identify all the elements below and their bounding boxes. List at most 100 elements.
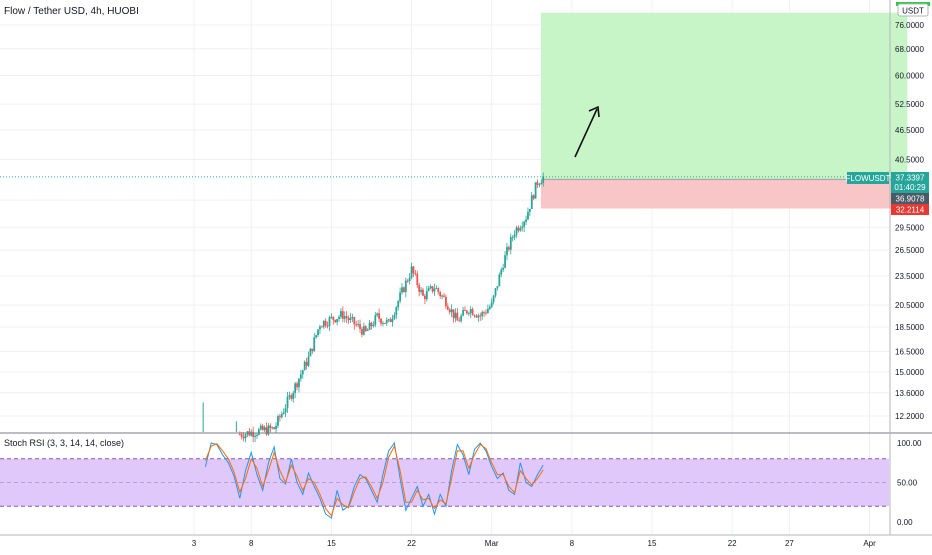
- candle-body: [351, 317, 354, 319]
- candle-body: [362, 326, 365, 335]
- candle-body: [322, 320, 325, 327]
- time-tick-label: 22: [728, 539, 737, 548]
- candle-body: [303, 361, 306, 371]
- candle-body: [364, 326, 367, 331]
- candle-body: [488, 306, 491, 310]
- profit-target-zone[interactable]: [540, 12, 908, 180]
- price-tick-label: 68.0000: [895, 45, 924, 54]
- candle-body: [284, 408, 287, 413]
- candle-body: [319, 326, 321, 330]
- trend-arrow-annotation[interactable]: [574, 105, 600, 158]
- candle-body: [481, 312, 484, 317]
- price-tick-label: 12.2000: [895, 412, 924, 421]
- candle-body: [454, 312, 457, 319]
- candle-body: [446, 306, 449, 310]
- stoch-tick-label: 100.00: [897, 439, 922, 448]
- candle-body: [250, 431, 253, 436]
- candle-body: [509, 237, 512, 250]
- stoch-axis[interactable]: 100.00 50.00 0.00: [897, 439, 922, 527]
- candle-body: [309, 348, 312, 357]
- candle-body: [370, 322, 373, 327]
- candle-body: [464, 310, 466, 312]
- candle-body: [340, 311, 342, 317]
- candle-body: [538, 184, 541, 186]
- stoch-tick-label: 0.00: [897, 518, 913, 527]
- stoch-rsi-lines: [204, 441, 544, 519]
- candle-body: [380, 318, 382, 324]
- candle-body: [536, 182, 539, 185]
- currency-badge[interactable]: USDT: [896, 2, 930, 17]
- candle-body: [496, 286, 499, 289]
- candle-body: [244, 434, 247, 439]
- candle-body: [485, 312, 487, 314]
- candle-body: [511, 237, 514, 239]
- entry-price-tag: 36.9078: [891, 193, 929, 204]
- candle-body: [307, 356, 310, 366]
- candle-body: [498, 274, 501, 287]
- candle-body: [494, 288, 497, 296]
- candle-body: [296, 383, 298, 388]
- symbol-tag-text: FLOWUSDT: [846, 174, 891, 183]
- price-tick-label: 15.0000: [895, 368, 924, 377]
- time-tick-label: 8: [570, 539, 575, 548]
- candle-body: [240, 434, 243, 437]
- candle-body: [422, 289, 424, 296]
- candle-body: [490, 302, 493, 307]
- candle-body: [506, 247, 508, 256]
- candle-body: [475, 315, 478, 318]
- candle-body: [420, 289, 422, 292]
- candle-body: [479, 315, 482, 317]
- price-tick-label: 23.5000: [895, 272, 924, 281]
- candle-body: [410, 266, 413, 278]
- candle-body: [414, 273, 417, 275]
- candle-body: [408, 277, 411, 282]
- candle-body: [502, 267, 505, 270]
- candle-body: [439, 292, 442, 297]
- last-price-tag: 37.3397 01:40:29: [891, 172, 929, 193]
- candle-body: [416, 273, 419, 286]
- candle-body: [513, 234, 516, 238]
- candle-body: [424, 295, 426, 300]
- candle-body: [326, 325, 329, 327]
- candle-body: [273, 427, 276, 430]
- last-price-value: 37.3397: [896, 174, 925, 183]
- stoch-k-line: [204, 441, 544, 519]
- candle-body: [528, 208, 531, 212]
- candle-body: [277, 416, 279, 426]
- price-tick-label: 18.5000: [895, 323, 924, 332]
- candle-body: [290, 395, 293, 399]
- candle-body: [389, 319, 392, 323]
- candle-body: [361, 328, 363, 335]
- chart-title: Flow / Tether USD, 4h, HUOBI: [4, 6, 139, 17]
- candle-body: [353, 317, 356, 325]
- candle-body: [534, 182, 537, 199]
- candle-body: [532, 195, 535, 199]
- time-axis[interactable]: 3 8 15 22 Mar 8 15 22 27 Apr: [192, 539, 876, 548]
- candle-body: [311, 348, 314, 352]
- candle-body: [519, 228, 522, 231]
- candle-body: [507, 247, 510, 250]
- candle-body: [265, 427, 268, 435]
- candle-body: [477, 315, 480, 318]
- candle-body: [450, 309, 453, 313]
- candle-body: [399, 292, 401, 302]
- candle-body: [385, 319, 388, 324]
- candle-body: [443, 295, 445, 297]
- candle-body: [404, 280, 407, 293]
- candlestick-series: [202, 172, 545, 443]
- grid-lines: [0, 0, 889, 535]
- candle-body: [441, 295, 443, 297]
- candle-body: [320, 326, 323, 328]
- stop-price-value: 32.2114: [896, 206, 925, 215]
- price-tick-label: 13.6000: [895, 389, 924, 398]
- candle-body: [471, 309, 474, 316]
- price-tick-label: 60.0000: [895, 72, 924, 81]
- time-tick-label: Apr: [863, 539, 876, 548]
- candle-body: [462, 310, 464, 316]
- candle-body: [256, 434, 258, 436]
- candle-body: [372, 325, 375, 327]
- stop-loss-zone[interactable]: [540, 179, 908, 209]
- candle-body: [317, 329, 319, 336]
- price-axis[interactable]: 76.0000 68.0000 60.0000 52.5000 46.5000 40.50…: [895, 21, 924, 421]
